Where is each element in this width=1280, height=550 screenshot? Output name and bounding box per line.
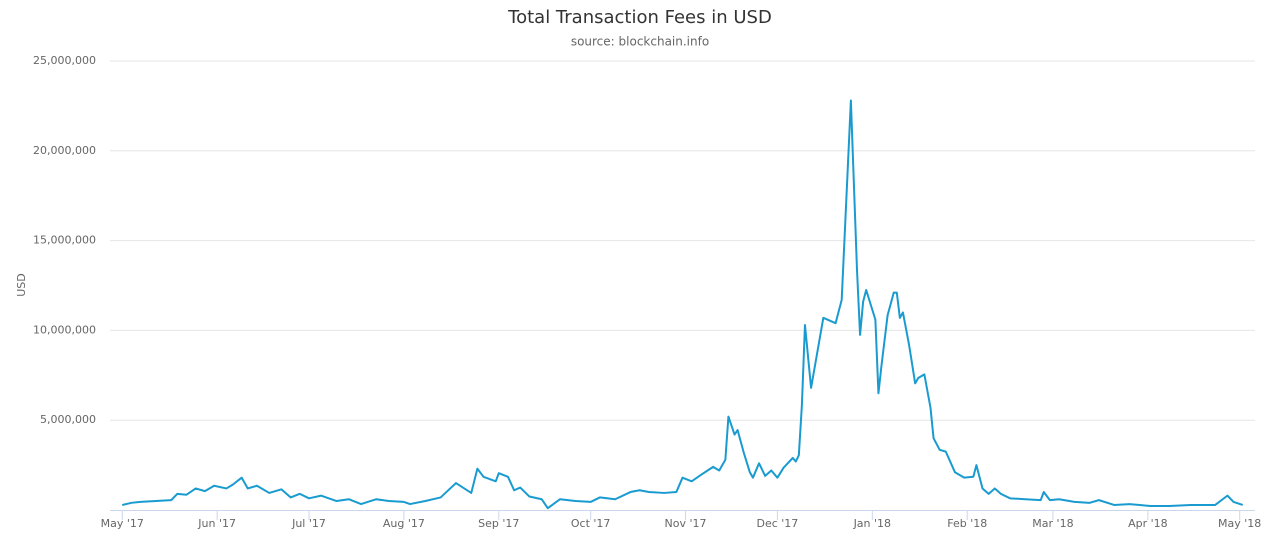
y-tick-label: 5,000,000 — [40, 413, 96, 426]
y-tick-label: 25,000,000 — [33, 54, 96, 67]
chart-subtitle: source: blockchain.info — [571, 35, 709, 49]
x-tick-label: Feb '18 — [947, 517, 987, 530]
x-tick-label: Apr '18 — [1128, 517, 1168, 530]
x-tick-label: Dec '17 — [757, 517, 799, 530]
x-tick-label: Nov '17 — [665, 517, 707, 530]
y-tick-label: 15,000,000 — [33, 234, 96, 247]
x-tick-label: May '17 — [101, 517, 144, 530]
x-tick-label: Mar '18 — [1032, 517, 1073, 530]
x-tick-label: Sep '17 — [478, 517, 519, 530]
y-axis-label: USD — [15, 273, 28, 297]
x-tick-label: Jul '17 — [291, 517, 326, 530]
y-tick-label: 10,000,000 — [33, 323, 96, 336]
chart-title: Total Transaction Fees in USD — [507, 7, 772, 28]
x-tick-label: Oct '17 — [571, 517, 611, 530]
data-line — [122, 99, 1244, 510]
x-tick-label: Jun '17 — [197, 517, 236, 530]
x-tick-label: Jan '18 — [853, 517, 891, 530]
x-tick-label: Aug '17 — [383, 517, 425, 530]
x-tick-label: May '18 — [1218, 517, 1261, 530]
y-tick-label: 20,000,000 — [33, 144, 96, 157]
